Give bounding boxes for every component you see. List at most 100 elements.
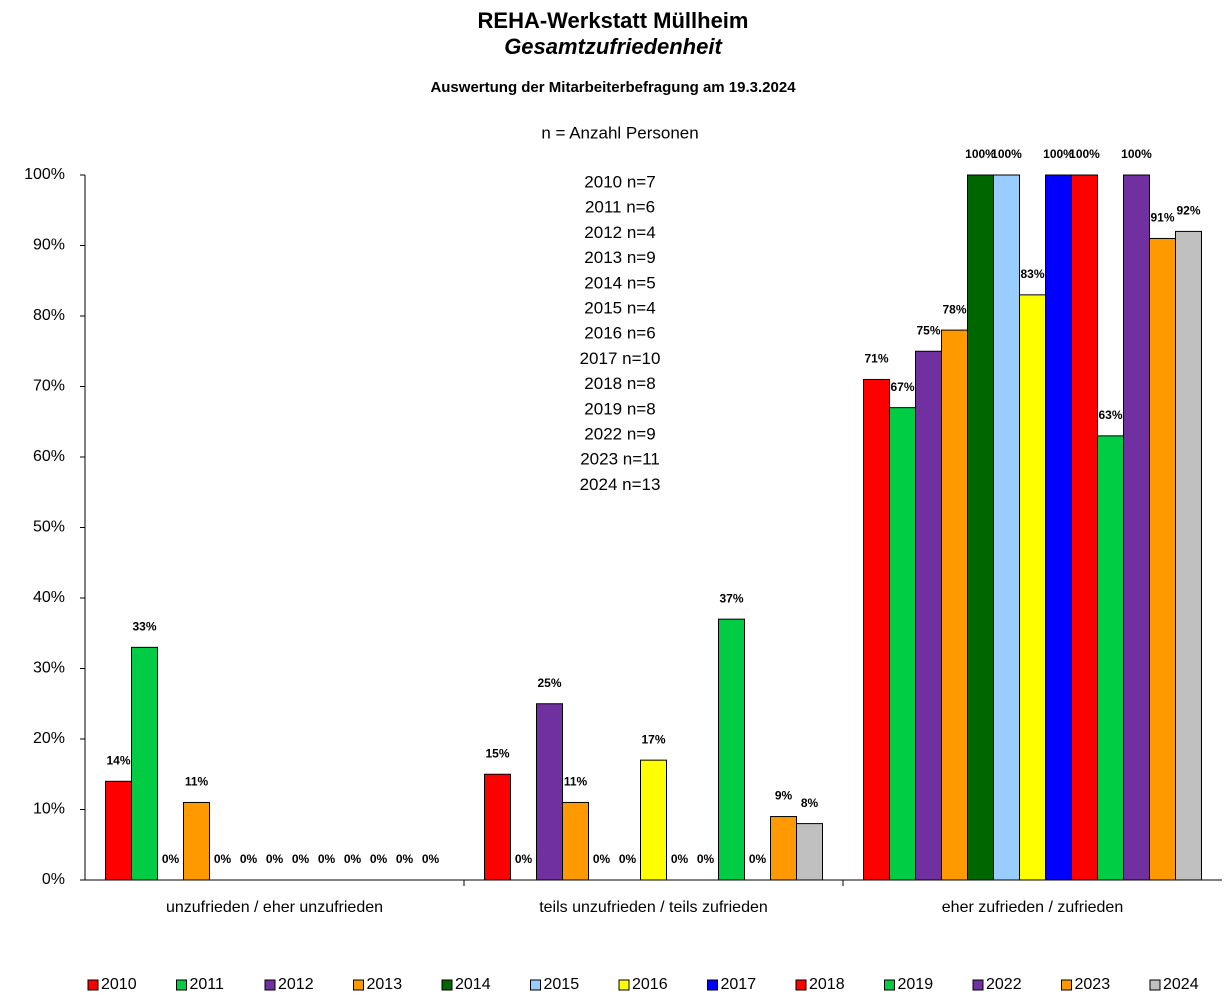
y-tick-label: 100%: [24, 166, 65, 183]
chart-subtitle: Auswertung der Mitarbeiterbefragung am 1…: [430, 79, 796, 96]
value-label: 0%: [515, 852, 533, 866]
y-tick-label: 60%: [33, 448, 65, 465]
bar: [1149, 237, 1176, 881]
bar: [1097, 435, 1124, 881]
x-tick-label: teils unzufrieden / teils zufrieden: [539, 899, 768, 916]
legend-label: 2022: [986, 976, 1022, 993]
value-label: 25%: [537, 676, 561, 690]
legend-swatch: [972, 979, 984, 991]
bar: [967, 174, 994, 881]
value-label: 0%: [162, 852, 180, 866]
value-label: 63%: [1098, 408, 1122, 422]
value-label: 33%: [132, 620, 156, 634]
legend-label: 2015: [544, 976, 580, 993]
chart-title: REHA-Werkstatt Müllheim: [478, 8, 749, 33]
legend-swatch: [353, 979, 364, 991]
legend-swatch: [1061, 979, 1072, 991]
annotation: 2014 n=5: [584, 273, 655, 292]
value-label: 11%: [564, 775, 588, 789]
value-label: 92%: [1176, 204, 1200, 218]
annotation: 2018 n=8: [584, 374, 655, 393]
annotation: 2022 n=9: [584, 424, 655, 443]
y-tick-label: 0%: [42, 871, 65, 888]
y-tick-label: 20%: [33, 730, 65, 747]
bar: [562, 801, 589, 881]
legend-swatch: [618, 979, 630, 991]
legend-swatch: [707, 979, 718, 991]
legend-label: 2010: [101, 976, 137, 993]
bar: [105, 780, 132, 881]
legend-swatch: [264, 979, 276, 991]
bar: [1071, 174, 1098, 881]
value-label: 0%: [671, 852, 689, 866]
y-tick-label: 70%: [33, 378, 65, 395]
x-tick-label: unzufrieden / eher unzufrieden: [166, 899, 383, 916]
value-label: 100%: [1043, 147, 1074, 161]
value-label: 0%: [749, 852, 767, 866]
legend-label: 2018: [809, 976, 845, 993]
value-label: 0%: [422, 852, 440, 866]
value-label: 14%: [106, 753, 130, 767]
annotation: 2013 n=9: [584, 248, 655, 267]
bar: [796, 823, 823, 881]
annotation: 2011 n=6: [585, 198, 655, 217]
value-label: 0%: [370, 852, 388, 866]
annotation: 2017 n=10: [580, 349, 661, 368]
y-tick-label: 10%: [33, 801, 65, 818]
legend-label: 2017: [721, 976, 757, 993]
value-label: 0%: [214, 852, 232, 866]
value-label: 100%: [1121, 147, 1152, 161]
chart-subtitle: Gesamtzufriedenheit: [504, 34, 723, 59]
value-label: 17%: [641, 732, 665, 746]
value-label: 37%: [719, 591, 743, 605]
value-label: 100%: [1069, 147, 1100, 161]
bar: [1019, 294, 1046, 881]
legend-swatch: [441, 979, 453, 991]
annotation: 2023 n=11: [580, 450, 660, 469]
value-label: 0%: [344, 852, 362, 866]
value-label: 15%: [485, 746, 509, 760]
bar: [993, 174, 1020, 881]
legend-swatch: [795, 979, 807, 991]
value-label: 0%: [593, 852, 611, 866]
value-label: 11%: [185, 775, 209, 789]
value-label: 8%: [801, 796, 819, 810]
value-label: 91%: [1150, 211, 1174, 225]
legend-swatch: [87, 979, 99, 991]
y-tick-label: 90%: [33, 237, 65, 254]
bar: [536, 703, 563, 881]
bar: [131, 646, 158, 881]
bar: [863, 378, 890, 881]
legend-swatch: [530, 979, 541, 991]
value-label: 0%: [266, 852, 284, 866]
bar: [183, 801, 210, 881]
y-tick-label: 50%: [33, 519, 65, 536]
bar: [889, 407, 916, 881]
legend-label: 2011: [190, 976, 225, 993]
legend-swatch: [1149, 979, 1161, 991]
legend-label: 2023: [1075, 976, 1111, 993]
value-label: 0%: [292, 852, 310, 866]
y-tick-label: 80%: [33, 307, 65, 324]
value-label: 0%: [697, 852, 715, 866]
legend-label: 2016: [632, 976, 668, 993]
bar: [640, 759, 667, 881]
legend-label: 2019: [898, 976, 934, 993]
annotation: 2010 n=7: [584, 172, 655, 191]
value-label: 100%: [965, 147, 996, 161]
legend-swatch: [176, 979, 187, 991]
annotation: n = Anzahl Personen: [541, 123, 698, 142]
value-label: 9%: [775, 789, 793, 803]
value-label: 100%: [991, 147, 1022, 161]
bar: [718, 618, 745, 881]
y-tick-label: 30%: [33, 660, 65, 677]
annotation: 2019 n=8: [584, 399, 655, 418]
value-label: 0%: [240, 852, 258, 866]
value-label: 83%: [1020, 267, 1044, 281]
y-tick-label: 40%: [33, 589, 65, 606]
legend-label: 2014: [455, 976, 491, 993]
bar: [484, 773, 511, 881]
bar: [941, 329, 968, 881]
value-label: 0%: [396, 852, 414, 866]
